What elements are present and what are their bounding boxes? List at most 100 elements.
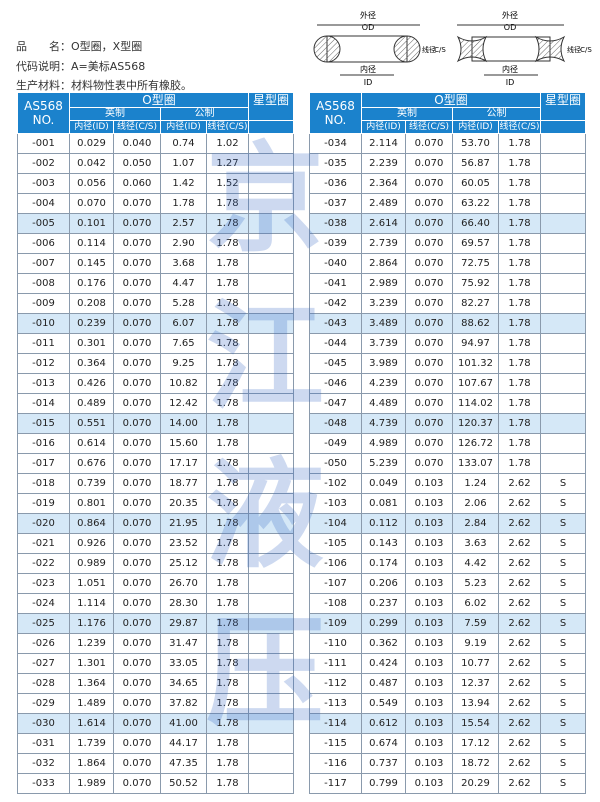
table-row: -018 0.739 0.070 18.77 1.78 [17,473,295,494]
cell-imperial-cs: 0.070 [113,673,161,694]
od-label-cn: 外径 [360,10,376,20]
cell-imperial-id: 1.489 [69,693,114,714]
cell-metric-id: 6.07 [160,313,207,334]
cell-xring [248,653,295,674]
cell-as568-no: -021 [17,533,70,554]
cell-as568-no: -023 [17,573,70,594]
cell-metric-id: 26.70 [160,573,207,594]
cell-metric-cs: 2.62 [497,733,542,754]
cell-metric-cs: 1.78 [497,433,542,454]
cell-imperial-id: 1.614 [69,713,114,734]
cell-metric-cs: 1.78 [497,333,542,354]
header-metric-cs: 线径(C/S) [497,120,542,134]
cell-metric-cs: 1.52 [205,173,250,194]
cell-as568-no: -034 [309,133,362,154]
cell-xring [540,453,587,474]
table-row: -025 1.176 0.070 29.87 1.78 [17,613,295,634]
cell-as568-no: -048 [309,413,362,434]
table-row: -103 0.081 0.103 2.06 2.62 S [309,493,587,514]
cell-xring [540,253,587,274]
cell-xring [540,293,587,314]
material-label: 生产材料： [16,79,71,92]
cell-xring: S [540,553,587,574]
table-row: -042 3.239 0.070 82.27 1.78 [309,293,587,314]
cell-imperial-id: 0.926 [69,533,114,554]
cell-imperial-id: 0.208 [69,293,114,314]
cell-metric-id: 5.28 [160,293,207,314]
cell-as568-no: -013 [17,373,70,394]
table-row: -031 1.739 0.070 44.17 1.78 [17,733,295,754]
cell-metric-cs: 1.78 [205,533,250,554]
cell-metric-id: 0.74 [160,133,207,154]
id-label: ID [506,78,515,87]
cell-xring [540,373,587,394]
cell-metric-cs: 2.62 [497,473,542,494]
cell-imperial-cs: 0.070 [405,213,453,234]
cell-imperial-cs: 0.070 [113,413,161,434]
cell-imperial-cs: 0.103 [405,693,453,714]
table-row: -033 1.989 0.070 50.52 1.78 [17,773,295,794]
cell-xring [248,533,295,554]
cell-imperial-id: 0.676 [69,453,114,474]
cell-imperial-id: 0.739 [69,473,114,494]
cell-metric-id: 107.67 [452,373,499,394]
table-row: -102 0.049 0.103 1.24 2.62 S [309,473,587,494]
cell-metric-id: 133.07 [452,453,499,474]
cell-metric-cs: 1.78 [205,393,250,414]
cell-xring [248,273,295,294]
cell-metric-id: 7.59 [452,613,499,634]
cell-xring [248,453,295,474]
cell-metric-id: 4.47 [160,273,207,294]
cell-metric-cs: 1.78 [205,513,250,534]
cell-xring [248,173,295,194]
cell-metric-cs: 1.78 [205,613,250,634]
cell-xring [248,573,295,594]
cell-imperial-id: 1.051 [69,573,114,594]
cell-xring [248,733,295,754]
table-row: -004 0.070 0.070 1.78 1.78 [17,193,295,214]
material-value: 材料物性表中所有橡胶。 [71,79,192,92]
table-row: -022 0.989 0.070 25.12 1.78 [17,553,295,574]
cell-metric-id: 12.42 [160,393,207,414]
cell-imperial-id: 0.989 [69,553,114,574]
cell-metric-id: 53.70 [452,133,499,154]
cell-as568-no: -006 [17,233,70,254]
id-label-cn: 内径 [360,64,376,74]
material: 生产材料：材料物性表中所有橡胶。 [16,77,192,93]
table-row: -047 4.489 0.070 114.02 1.78 [309,393,587,414]
cell-metric-cs: 2.62 [497,573,542,594]
size-table-right: AS568 NO. O型圈 星型圈 英制 公制 内径(ID) 线径(C/S) 内… [309,92,587,794]
cell-xring [248,193,295,214]
table-row: -115 0.674 0.103 17.12 2.62 S [309,733,587,754]
cell-imperial-id: 0.056 [69,173,114,194]
cell-as568-no: -042 [309,293,362,314]
cell-xring [540,393,587,414]
table-row: -043 3.489 0.070 88.62 1.78 [309,313,587,334]
cell-imperial-id: 2.739 [361,233,406,254]
cell-imperial-cs: 0.103 [405,573,453,594]
cell-metric-cs: 1.78 [205,193,250,214]
cell-metric-cs: 1.78 [497,453,542,474]
cell-metric-cs: 1.78 [497,233,542,254]
cell-imperial-cs: 0.070 [113,573,161,594]
od-label: OD [362,23,374,32]
cell-imperial-id: 0.737 [361,753,406,774]
cell-xring: S [540,593,587,614]
cell-xring [540,193,587,214]
cell-metric-cs: 1.78 [205,693,250,714]
cell-imperial-cs: 0.070 [113,393,161,414]
cell-xring [540,233,587,254]
cell-imperial-cs: 0.050 [113,153,161,174]
cell-xring: S [540,473,587,494]
cell-as568-no: -022 [17,553,70,574]
table-row: -026 1.239 0.070 31.47 1.78 [17,633,295,654]
cell-xring [540,153,587,174]
table-row: -014 0.489 0.070 12.42 1.78 [17,393,295,414]
product-name-label: 品 名： [16,40,71,53]
cell-as568-no: -114 [309,713,362,734]
cell-as568-no: -027 [17,653,70,674]
cell-as568-no: -107 [309,573,362,594]
cell-metric-cs: 1.78 [205,213,250,234]
cell-imperial-id: 2.614 [361,213,406,234]
cell-imperial-id: 0.489 [69,393,114,414]
